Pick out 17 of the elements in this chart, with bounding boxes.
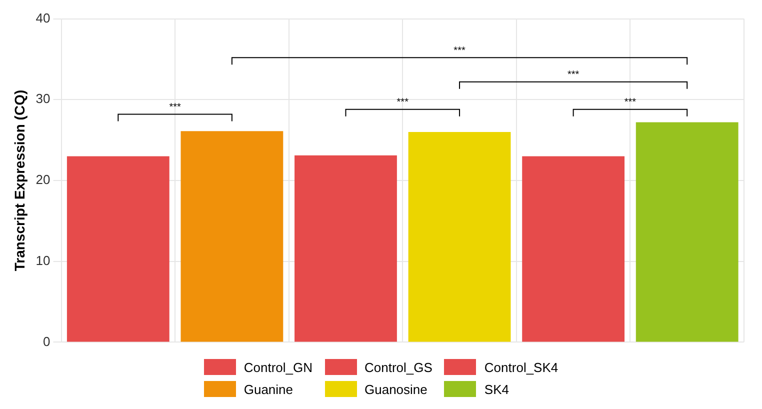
annotation: *** — [396, 97, 409, 108]
y-tick-label: 0 — [43, 334, 50, 349]
legend-label: Control_SK4 — [484, 360, 558, 374]
annotation: *** — [567, 70, 580, 81]
annotation: *** — [169, 102, 181, 113]
legend-label: Control_GS — [364, 360, 432, 374]
y-tick-label: 20 — [36, 172, 50, 188]
y-axis-title: Transcript Expression (CQ) — [11, 90, 28, 272]
y-tick-label: 40 — [36, 10, 50, 26]
annotation: *** — [454, 45, 466, 56]
legend-label: Guanine — [244, 382, 294, 396]
y-tick-label: 30 — [36, 91, 50, 106]
y-tick-label: 10 — [36, 252, 50, 268]
legend-label: SK4 — [484, 382, 509, 396]
annotation: *** — [624, 97, 636, 108]
legend-label: Control_GN — [244, 360, 312, 374]
legend-label: Guanosine — [364, 382, 428, 396]
